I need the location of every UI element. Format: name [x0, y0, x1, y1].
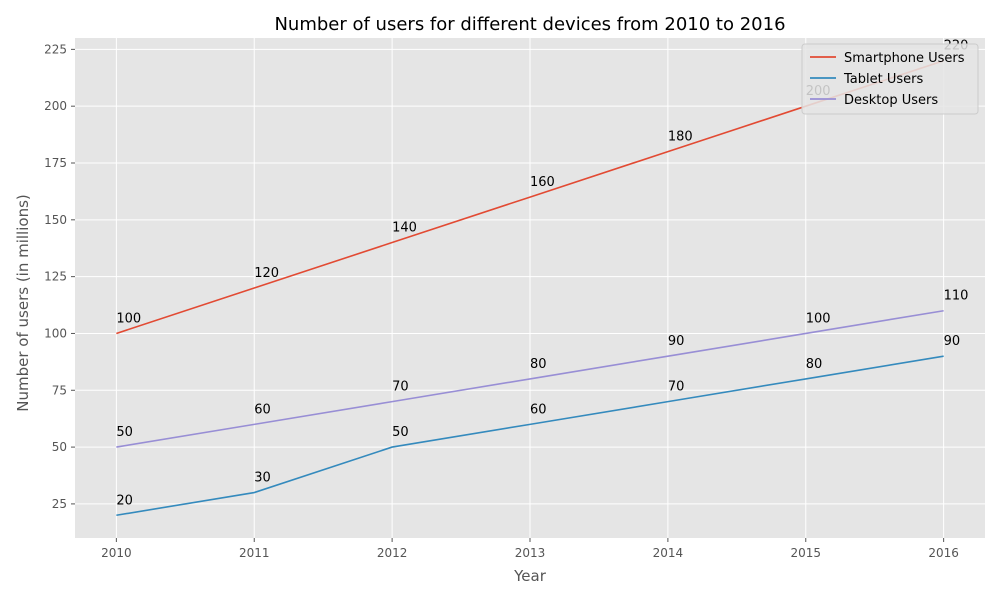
data-label: 80: [530, 357, 547, 372]
data-label: 100: [116, 311, 141, 326]
x-tick-label: 2011: [239, 546, 270, 560]
data-label: 160: [530, 175, 555, 190]
x-tick-label: 2016: [928, 546, 959, 560]
y-tick-label: 175: [44, 156, 67, 170]
x-axis-label: Year: [513, 567, 547, 585]
data-label: 140: [392, 221, 417, 236]
y-tick-label: 225: [44, 42, 67, 56]
y-tick-label: 200: [44, 99, 67, 113]
data-label: 30: [254, 471, 271, 486]
data-label: 50: [116, 425, 133, 440]
data-label: 110: [944, 289, 969, 304]
data-label: 20: [116, 493, 133, 508]
y-tick-label: 150: [44, 213, 67, 227]
data-label: 90: [668, 334, 685, 349]
series-line-3: [116, 309, 944, 448]
data-label: 70: [668, 380, 685, 395]
data-label: 120: [254, 266, 279, 281]
y-axis-label: Number of users (in millions): [14, 194, 32, 411]
x-tick-label: 2012: [377, 546, 408, 560]
data-label: 70: [392, 380, 409, 395]
x-tick-label: 2013: [515, 546, 546, 560]
legend-entry: Desktop Users: [844, 93, 938, 108]
data-label: 60: [254, 402, 271, 417]
chart-title: Number of users for different devices fr…: [274, 14, 785, 35]
series-line-2: [116, 355, 944, 517]
axis-ticks: 25 50 75 100 125 150 175 200 225 2010 2011 2012 2013…: [44, 42, 959, 560]
data-label: 90: [944, 334, 961, 349]
y-tick-label: 100: [44, 326, 67, 340]
y-tick-label: 25: [52, 497, 67, 511]
data-label: 60: [530, 402, 547, 417]
x-tick-label: 2010: [101, 546, 132, 560]
data-label: 180: [668, 130, 693, 145]
legend-entry: Tablet Users: [843, 72, 923, 87]
data-label: 100: [806, 311, 831, 326]
x-tick-label: 2015: [790, 546, 821, 560]
y-tick-label: 125: [44, 270, 67, 284]
legend-box: [801, 43, 979, 115]
y-tick-label: 75: [52, 383, 67, 397]
data-label: 50: [392, 425, 409, 440]
x-tick-label: 2014: [653, 546, 684, 560]
legend: Smartphone Users Tablet Users Desktop User…: [801, 43, 979, 115]
data-label: 80: [806, 357, 823, 372]
y-tick-label: 50: [52, 440, 67, 454]
legend-entry: Smartphone Users: [844, 51, 965, 66]
